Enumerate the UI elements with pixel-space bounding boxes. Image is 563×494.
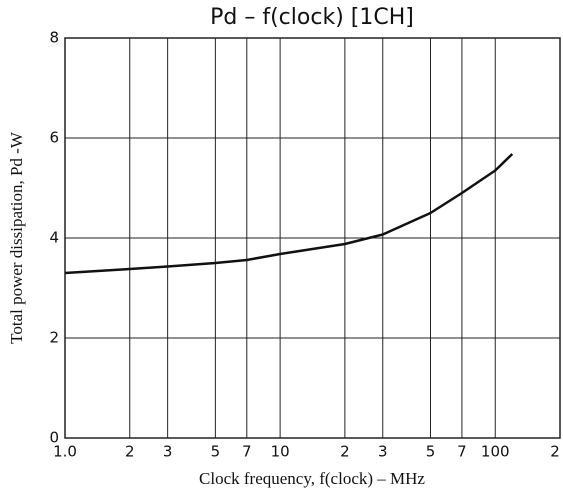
x-tick-label: 7 bbox=[457, 443, 467, 461]
x-tick-label: 3 bbox=[163, 443, 173, 461]
y-tick-label: 8 bbox=[49, 29, 59, 47]
x-tick-label: 5 bbox=[426, 443, 436, 461]
y-tick-label: 2 bbox=[49, 329, 59, 347]
y-tick-label: 0 bbox=[49, 429, 59, 447]
chart-title: Pd – f(clock) [1CH] bbox=[210, 5, 414, 30]
x-tick-label: 2 bbox=[125, 443, 135, 461]
x-tick-label: 1.0 bbox=[53, 443, 77, 461]
x-tick-label: 2 bbox=[550, 443, 560, 461]
x-tick-label: 100 bbox=[481, 443, 510, 461]
plot-frame bbox=[64, 37, 561, 439]
y-tick-label: 6 bbox=[49, 129, 59, 147]
x-tick-label: 10 bbox=[271, 443, 290, 461]
y-axis-label: Total power dissipation, Pd -W bbox=[7, 131, 26, 344]
y-tick-label: 4 bbox=[49, 229, 59, 247]
x-tick-label: 3 bbox=[378, 443, 388, 461]
x-tick-label: 5 bbox=[211, 443, 221, 461]
data-line bbox=[64, 153, 514, 275]
x-axis-label: Clock frequency, f(clock) – MHz bbox=[199, 469, 425, 488]
x-tick-label: 2 bbox=[340, 443, 350, 461]
x-tick-label: 7 bbox=[242, 443, 252, 461]
